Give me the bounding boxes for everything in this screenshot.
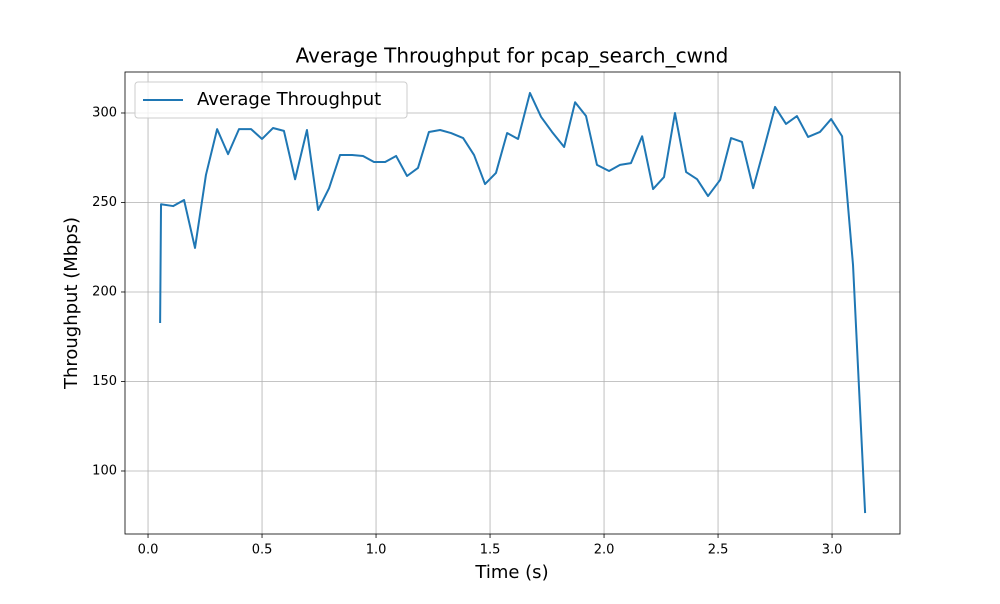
x-tick-label: 0.0 — [138, 543, 159, 558]
legend-label: Average Throughput — [197, 89, 381, 110]
plot-frame — [124, 71, 901, 535]
chart-title: Average Throughput for pcap_search_cwnd — [296, 44, 729, 68]
y-tick-label: 150 — [92, 374, 117, 389]
x-tick-label: 1.0 — [366, 543, 387, 558]
y-tick-label: 300 — [92, 105, 117, 120]
x-tick-label: 0.5 — [252, 543, 273, 558]
x-tick-label: 1.5 — [480, 543, 501, 558]
x-tick-label: 3.0 — [822, 543, 843, 558]
y-tick-label: 200 — [92, 284, 117, 299]
x-axis-label: Time (s) — [474, 562, 548, 583]
y-tick-label: 250 — [92, 195, 117, 210]
x-tick-label: 2.0 — [594, 543, 615, 558]
data-line — [159, 91, 867, 514]
y-tick-label: 100 — [92, 463, 117, 478]
x-tick-label: 2.5 — [708, 543, 729, 558]
legend-box — [134, 81, 408, 119]
y-axis-label: Throughput (Mbps) — [61, 217, 82, 390]
